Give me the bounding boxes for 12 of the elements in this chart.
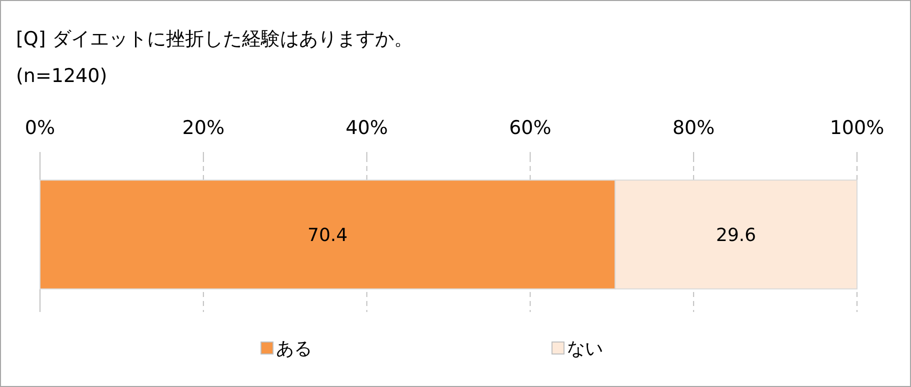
text: ある xyxy=(276,338,312,360)
x-tick-label: 0% xyxy=(24,117,56,139)
x-tick-label: 80% xyxy=(672,117,715,139)
data-label: 70.4 xyxy=(308,224,348,246)
chart-subtitle: (n=1240) xyxy=(16,65,108,87)
data-label: 29.6 xyxy=(716,224,756,246)
x-tick-label: 100% xyxy=(830,117,884,139)
legend-label: ない xyxy=(567,338,603,360)
chart-title: [Q] ダイエットに挫折した経験はありますか。 xyxy=(16,28,413,50)
x-tick-label: 40% xyxy=(346,117,388,139)
x-tick-label: 60% xyxy=(509,117,552,139)
x-tick-label: 20% xyxy=(182,117,225,139)
